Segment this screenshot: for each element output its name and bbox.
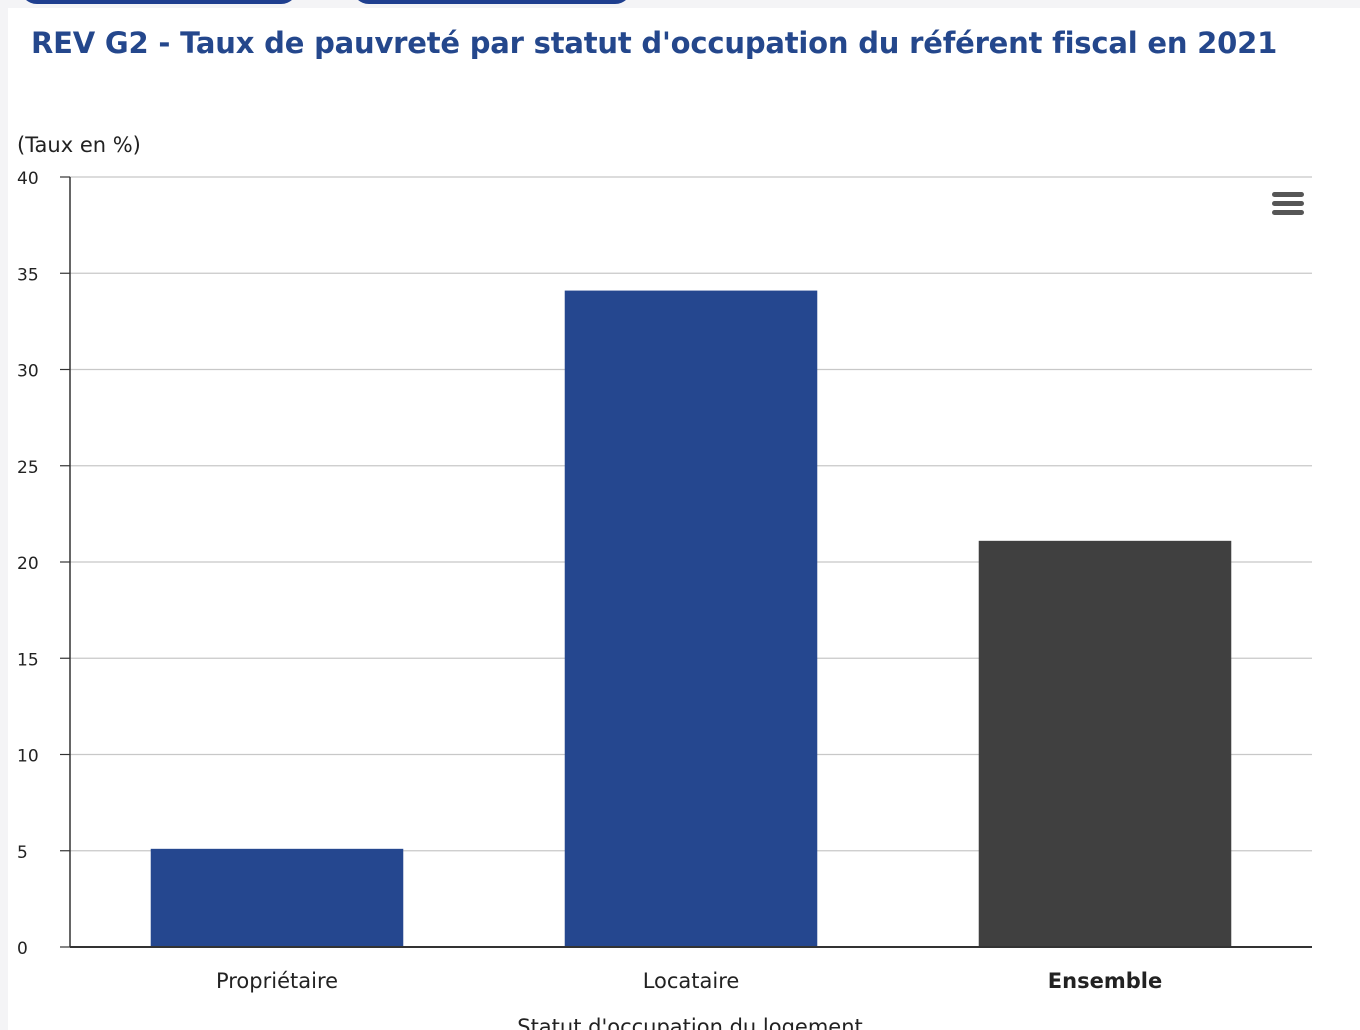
y-tick-label: 10 xyxy=(17,747,39,767)
x-axis-label: Statut d'occupation du logement xyxy=(517,1015,863,1030)
x-tick-labels: Propriétaire Locataire Ensemble xyxy=(216,969,1162,993)
y-axis-label: (Taux en %) xyxy=(17,133,141,157)
x-tick-label: Ensemble xyxy=(1048,969,1162,993)
y-tick-label: 30 xyxy=(17,362,39,382)
menu-line xyxy=(1272,192,1304,197)
x-tick-label: Locataire xyxy=(643,969,740,993)
top-strip xyxy=(0,0,1360,8)
chart-title: REV G2 - Taux de pauvreté par statut d'o… xyxy=(31,26,1278,60)
bar-ensemble[interactable] xyxy=(978,540,1232,947)
tab-pill[interactable] xyxy=(352,0,632,4)
y-tick-label: 35 xyxy=(17,265,39,285)
menu-line xyxy=(1272,210,1304,215)
bar-locataire[interactable] xyxy=(564,290,818,947)
y-tick-label: 25 xyxy=(17,458,39,478)
y-tick-label: 40 xyxy=(17,169,39,189)
hamburger-menu-icon[interactable] xyxy=(1268,188,1308,220)
y-tick-label: 0 xyxy=(17,939,28,959)
x-tick-label: Propriétaire xyxy=(216,969,338,993)
y-tick-label: 20 xyxy=(17,554,39,574)
y-tick-labels: 0 5 10 15 20 25 30 35 40 xyxy=(17,169,39,959)
bars xyxy=(150,290,1232,947)
left-border xyxy=(0,8,8,1030)
y-tick-label: 5 xyxy=(17,843,28,863)
bar-propri-taire[interactable] xyxy=(150,848,404,947)
axes xyxy=(60,176,1312,948)
tab-pill[interactable] xyxy=(20,0,298,4)
menu-line xyxy=(1272,201,1304,206)
y-tick-label: 15 xyxy=(17,650,39,670)
